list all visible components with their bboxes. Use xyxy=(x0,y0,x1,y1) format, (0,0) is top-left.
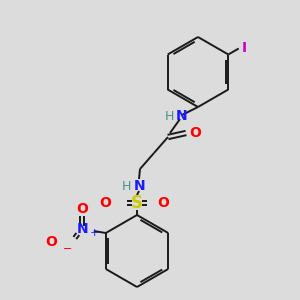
Text: S: S xyxy=(131,194,143,212)
Text: −: − xyxy=(63,244,72,254)
Text: I: I xyxy=(242,41,247,56)
Text: O: O xyxy=(76,202,88,216)
Text: O: O xyxy=(189,126,201,140)
Text: N: N xyxy=(77,222,88,236)
Text: H: H xyxy=(165,110,174,122)
Text: O: O xyxy=(99,196,111,210)
Text: N: N xyxy=(176,109,188,123)
Text: N: N xyxy=(134,179,146,193)
Text: H: H xyxy=(122,179,131,193)
Text: +: + xyxy=(90,228,99,238)
Text: O: O xyxy=(157,196,169,210)
Text: O: O xyxy=(45,235,57,249)
